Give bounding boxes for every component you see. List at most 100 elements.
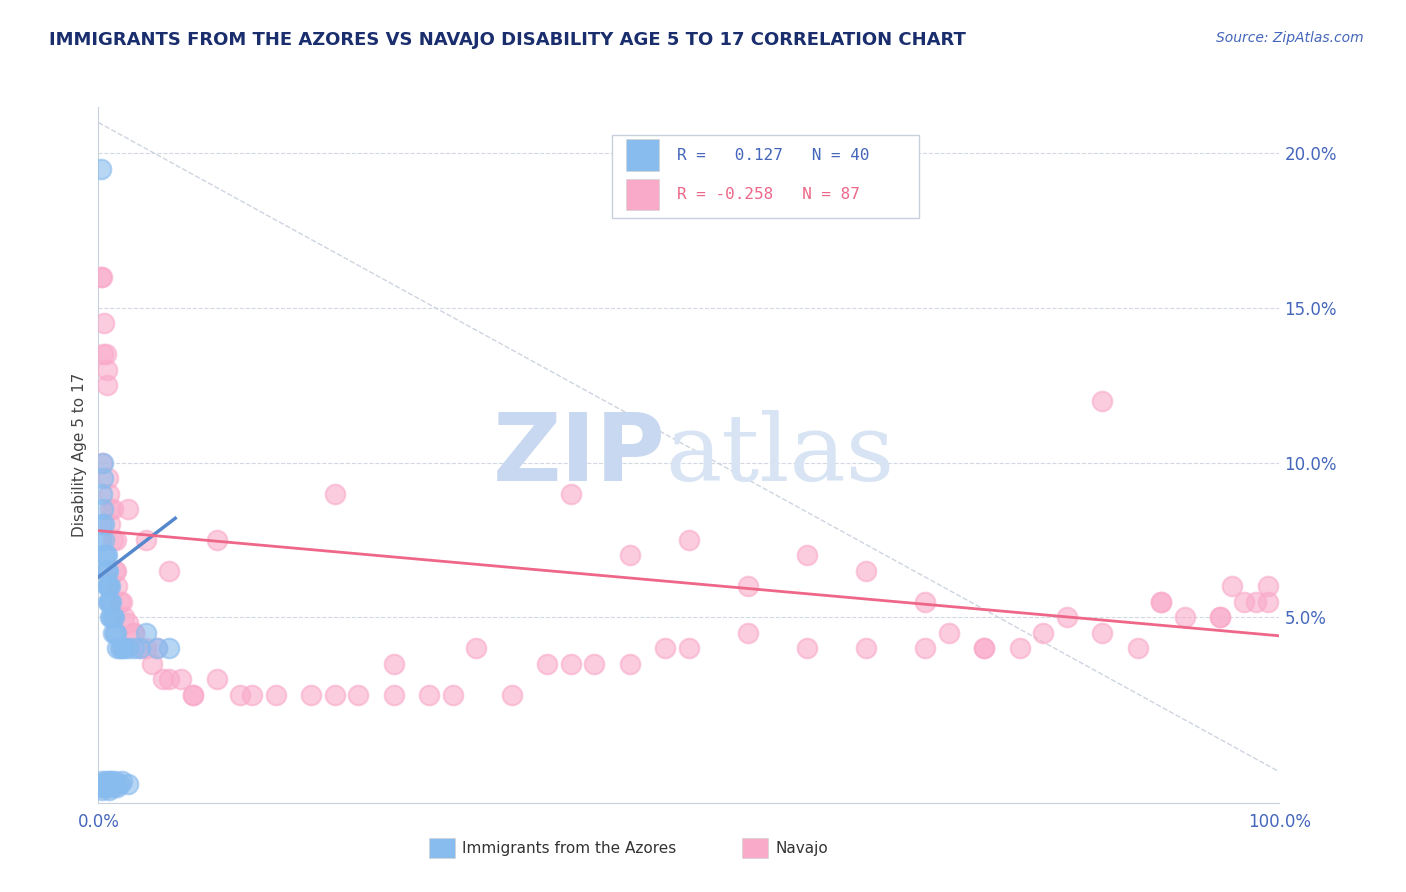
Text: Source: ZipAtlas.com: Source: ZipAtlas.com (1216, 31, 1364, 45)
Point (94, 564, 117, 578)
Point (181, 688, 204, 702)
Point (122, 625, 145, 640)
Point (93, 517, 115, 532)
Point (91, 456, 114, 470)
Point (1008, 641, 1031, 656)
Point (98, 774, 121, 789)
FancyBboxPatch shape (742, 838, 768, 858)
Point (1032, 625, 1054, 640)
Point (170, 672, 193, 686)
Point (855, 564, 877, 578)
Point (347, 688, 370, 702)
Text: atlas: atlas (665, 410, 894, 500)
Point (96, 564, 118, 578)
Point (101, 625, 124, 640)
Point (157, 672, 180, 686)
Point (91, 517, 114, 532)
Point (100, 774, 122, 789)
Point (98, 595, 121, 609)
Point (117, 616, 139, 631)
Point (101, 610, 124, 624)
Point (100, 595, 122, 609)
Point (103, 777, 125, 791)
Point (737, 579, 759, 593)
Point (157, 641, 180, 656)
Point (97, 579, 120, 593)
Point (1091, 393, 1114, 408)
Point (105, 564, 128, 578)
Point (90, 161, 112, 176)
Point (93, 533, 115, 547)
Point (105, 533, 128, 547)
FancyBboxPatch shape (626, 139, 659, 170)
Point (105, 780, 128, 795)
Point (299, 688, 322, 702)
Point (112, 610, 135, 624)
Point (91, 347, 114, 361)
Point (135, 625, 157, 640)
Point (1126, 641, 1149, 656)
Point (205, 533, 228, 547)
Point (96, 549, 118, 563)
Point (98, 579, 121, 593)
Point (181, 688, 204, 702)
Point (128, 641, 150, 656)
Point (104, 625, 127, 640)
Point (678, 641, 700, 656)
Point (264, 688, 287, 702)
Point (1244, 595, 1267, 609)
Y-axis label: Disability Age 5 to 17: Disability Age 5 to 17 (72, 373, 87, 537)
Point (111, 641, 134, 656)
Point (973, 641, 995, 656)
Point (536, 657, 558, 671)
Point (382, 657, 405, 671)
Point (96, 777, 118, 791)
Point (1257, 579, 1279, 593)
Point (100, 610, 122, 624)
Point (98, 777, 121, 791)
Point (104, 774, 127, 789)
Point (98, 579, 121, 593)
Point (135, 533, 157, 547)
Point (465, 641, 488, 656)
Point (240, 688, 263, 702)
Text: R = -0.258   N = 87: R = -0.258 N = 87 (678, 186, 860, 202)
Point (98, 517, 121, 532)
Point (98, 595, 121, 609)
Point (146, 641, 169, 656)
Text: Navajo: Navajo (775, 840, 828, 855)
Point (1174, 610, 1197, 624)
Point (101, 502, 124, 516)
Point (111, 774, 134, 789)
Point (104, 564, 127, 578)
Point (98, 610, 121, 624)
Point (501, 688, 523, 702)
Point (135, 641, 157, 656)
Point (111, 595, 134, 609)
Point (108, 595, 131, 609)
Point (205, 672, 228, 686)
Point (108, 777, 131, 791)
Point (973, 641, 995, 656)
Point (323, 688, 346, 702)
Point (94, 774, 117, 789)
Point (101, 780, 124, 795)
Point (93, 780, 115, 795)
Point (323, 486, 346, 500)
Point (112, 641, 135, 656)
Point (1209, 610, 1232, 624)
Point (1150, 595, 1173, 609)
Point (103, 610, 125, 624)
Point (122, 625, 145, 640)
Point (94, 347, 117, 361)
Point (91, 270, 114, 285)
Point (157, 564, 180, 578)
Point (560, 657, 582, 671)
Point (441, 688, 464, 702)
Point (98, 486, 121, 500)
Point (382, 688, 405, 702)
Text: Immigrants from the Azores: Immigrants from the Azores (463, 840, 676, 855)
Point (91, 502, 114, 516)
Point (90, 270, 112, 285)
Point (90, 777, 112, 791)
